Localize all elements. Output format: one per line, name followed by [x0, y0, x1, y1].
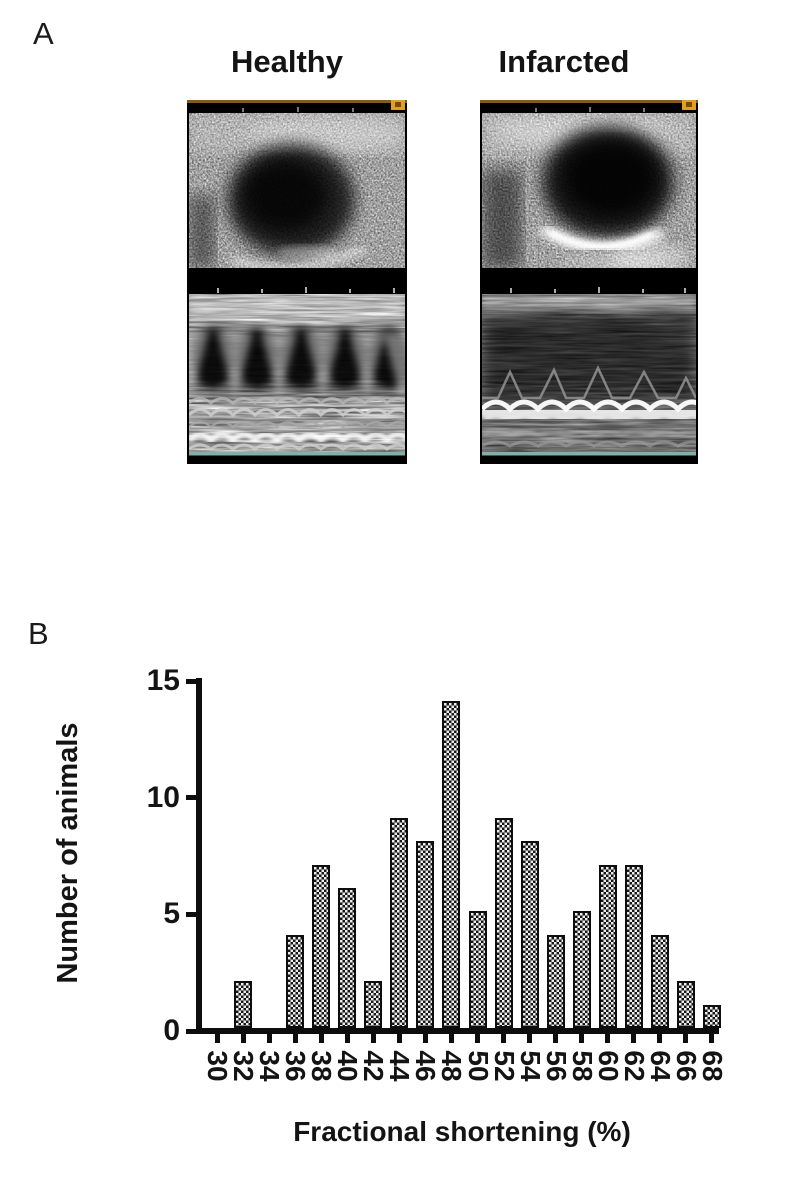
x-tick — [553, 1034, 559, 1043]
x-tick-label: 58 — [566, 1050, 598, 1082]
x-tick-label: 34 — [254, 1050, 286, 1082]
y-tick — [186, 1028, 196, 1034]
x-tick-label: 56 — [540, 1050, 572, 1082]
bar-48 — [442, 701, 461, 1028]
y-tick — [186, 678, 196, 684]
x-tick — [240, 1034, 246, 1043]
mmode-baseline — [189, 452, 405, 456]
bar-36 — [286, 934, 305, 1028]
x-tick — [475, 1034, 480, 1043]
bar-44 — [390, 818, 409, 1028]
y-tick — [186, 911, 196, 917]
x-tick-label: 64 — [644, 1050, 676, 1082]
y-tick — [186, 795, 196, 801]
x-tick-label: 48 — [436, 1050, 468, 1082]
mmode-trace — [482, 294, 696, 452]
x-tick-label: 32 — [228, 1050, 260, 1082]
healthy-column-label: Healthy — [231, 44, 343, 79]
x-tick — [422, 1034, 428, 1043]
bar-32 — [234, 981, 253, 1028]
y-axis-line — [196, 678, 202, 1034]
bar-64 — [650, 934, 669, 1028]
timeline-ticks — [217, 287, 395, 293]
timeline-ticks — [510, 287, 686, 293]
x-tick — [657, 1034, 663, 1043]
x-tick-label: 52 — [488, 1050, 520, 1082]
x-axis-line — [196, 1028, 719, 1034]
bar-60 — [598, 864, 617, 1028]
x-tick-label: 60 — [592, 1050, 624, 1082]
bar-66 — [676, 981, 695, 1028]
x-axis-title: Fractional shortening (%) — [293, 1116, 631, 1147]
x-tick-label: 30 — [202, 1050, 233, 1082]
bar-40 — [338, 888, 357, 1028]
y-tick-label: 10 — [146, 780, 180, 814]
bar-68 — [702, 1004, 721, 1028]
x-tick — [318, 1034, 324, 1043]
x-tick-label: 36 — [280, 1050, 312, 1082]
bar-62 — [624, 864, 643, 1028]
bmode-ultrasound — [482, 113, 696, 268]
bar-42 — [364, 981, 383, 1028]
x-tick-label: 50 — [462, 1050, 494, 1082]
infarcted-echocardiogram-image — [480, 100, 698, 464]
bar-50 — [468, 911, 487, 1028]
bar-58 — [572, 911, 591, 1028]
depth-ticks — [535, 107, 645, 112]
top-amber-line — [480, 100, 698, 103]
x-tick — [605, 1034, 611, 1043]
x-tick — [266, 1034, 272, 1043]
panel-a-label: A — [33, 16, 54, 51]
mmode-trace — [189, 294, 405, 452]
top-amber-line — [187, 100, 407, 103]
mmode-baseline — [482, 452, 696, 456]
y-axis-title: Number of animals — [52, 722, 84, 984]
x-tick — [370, 1034, 376, 1043]
x-tick — [527, 1034, 533, 1043]
x-tick — [344, 1034, 350, 1043]
panel-b-label: B — [28, 616, 49, 651]
infarcted-column-label: Infarcted — [498, 44, 630, 79]
x-tick — [683, 1034, 689, 1043]
orientation-marker-icon — [391, 100, 405, 110]
bar-56 — [546, 934, 565, 1028]
x-tick — [501, 1034, 507, 1043]
bar-54 — [520, 841, 539, 1028]
x-tick — [292, 1034, 298, 1043]
bar-38 — [312, 864, 331, 1028]
healthy-echocardiogram-image — [187, 100, 407, 464]
bar-52 — [494, 818, 513, 1028]
x-tick-label: 62 — [618, 1050, 650, 1082]
y-tick-label: 0 — [163, 1014, 180, 1047]
x-tick — [448, 1034, 454, 1043]
x-tick — [579, 1034, 585, 1043]
mode-separator-band — [480, 268, 698, 294]
x-tick-label: 38 — [306, 1050, 338, 1082]
y-tick-label: 15 — [146, 664, 180, 697]
bar-46 — [416, 841, 435, 1028]
orientation-marker-icon — [682, 100, 696, 110]
bmode-ultrasound — [189, 113, 405, 268]
y-tick-label: 5 — [163, 897, 180, 931]
x-tick-label: 66 — [670, 1050, 702, 1082]
depth-ticks — [242, 107, 354, 112]
x-tick — [709, 1034, 715, 1043]
x-tick — [396, 1034, 402, 1043]
x-tick — [214, 1034, 220, 1043]
x-tick — [631, 1034, 637, 1043]
x-tick-label: 54 — [514, 1050, 546, 1082]
x-tick-label: 68 — [696, 1050, 728, 1082]
mode-separator-band — [187, 268, 407, 294]
